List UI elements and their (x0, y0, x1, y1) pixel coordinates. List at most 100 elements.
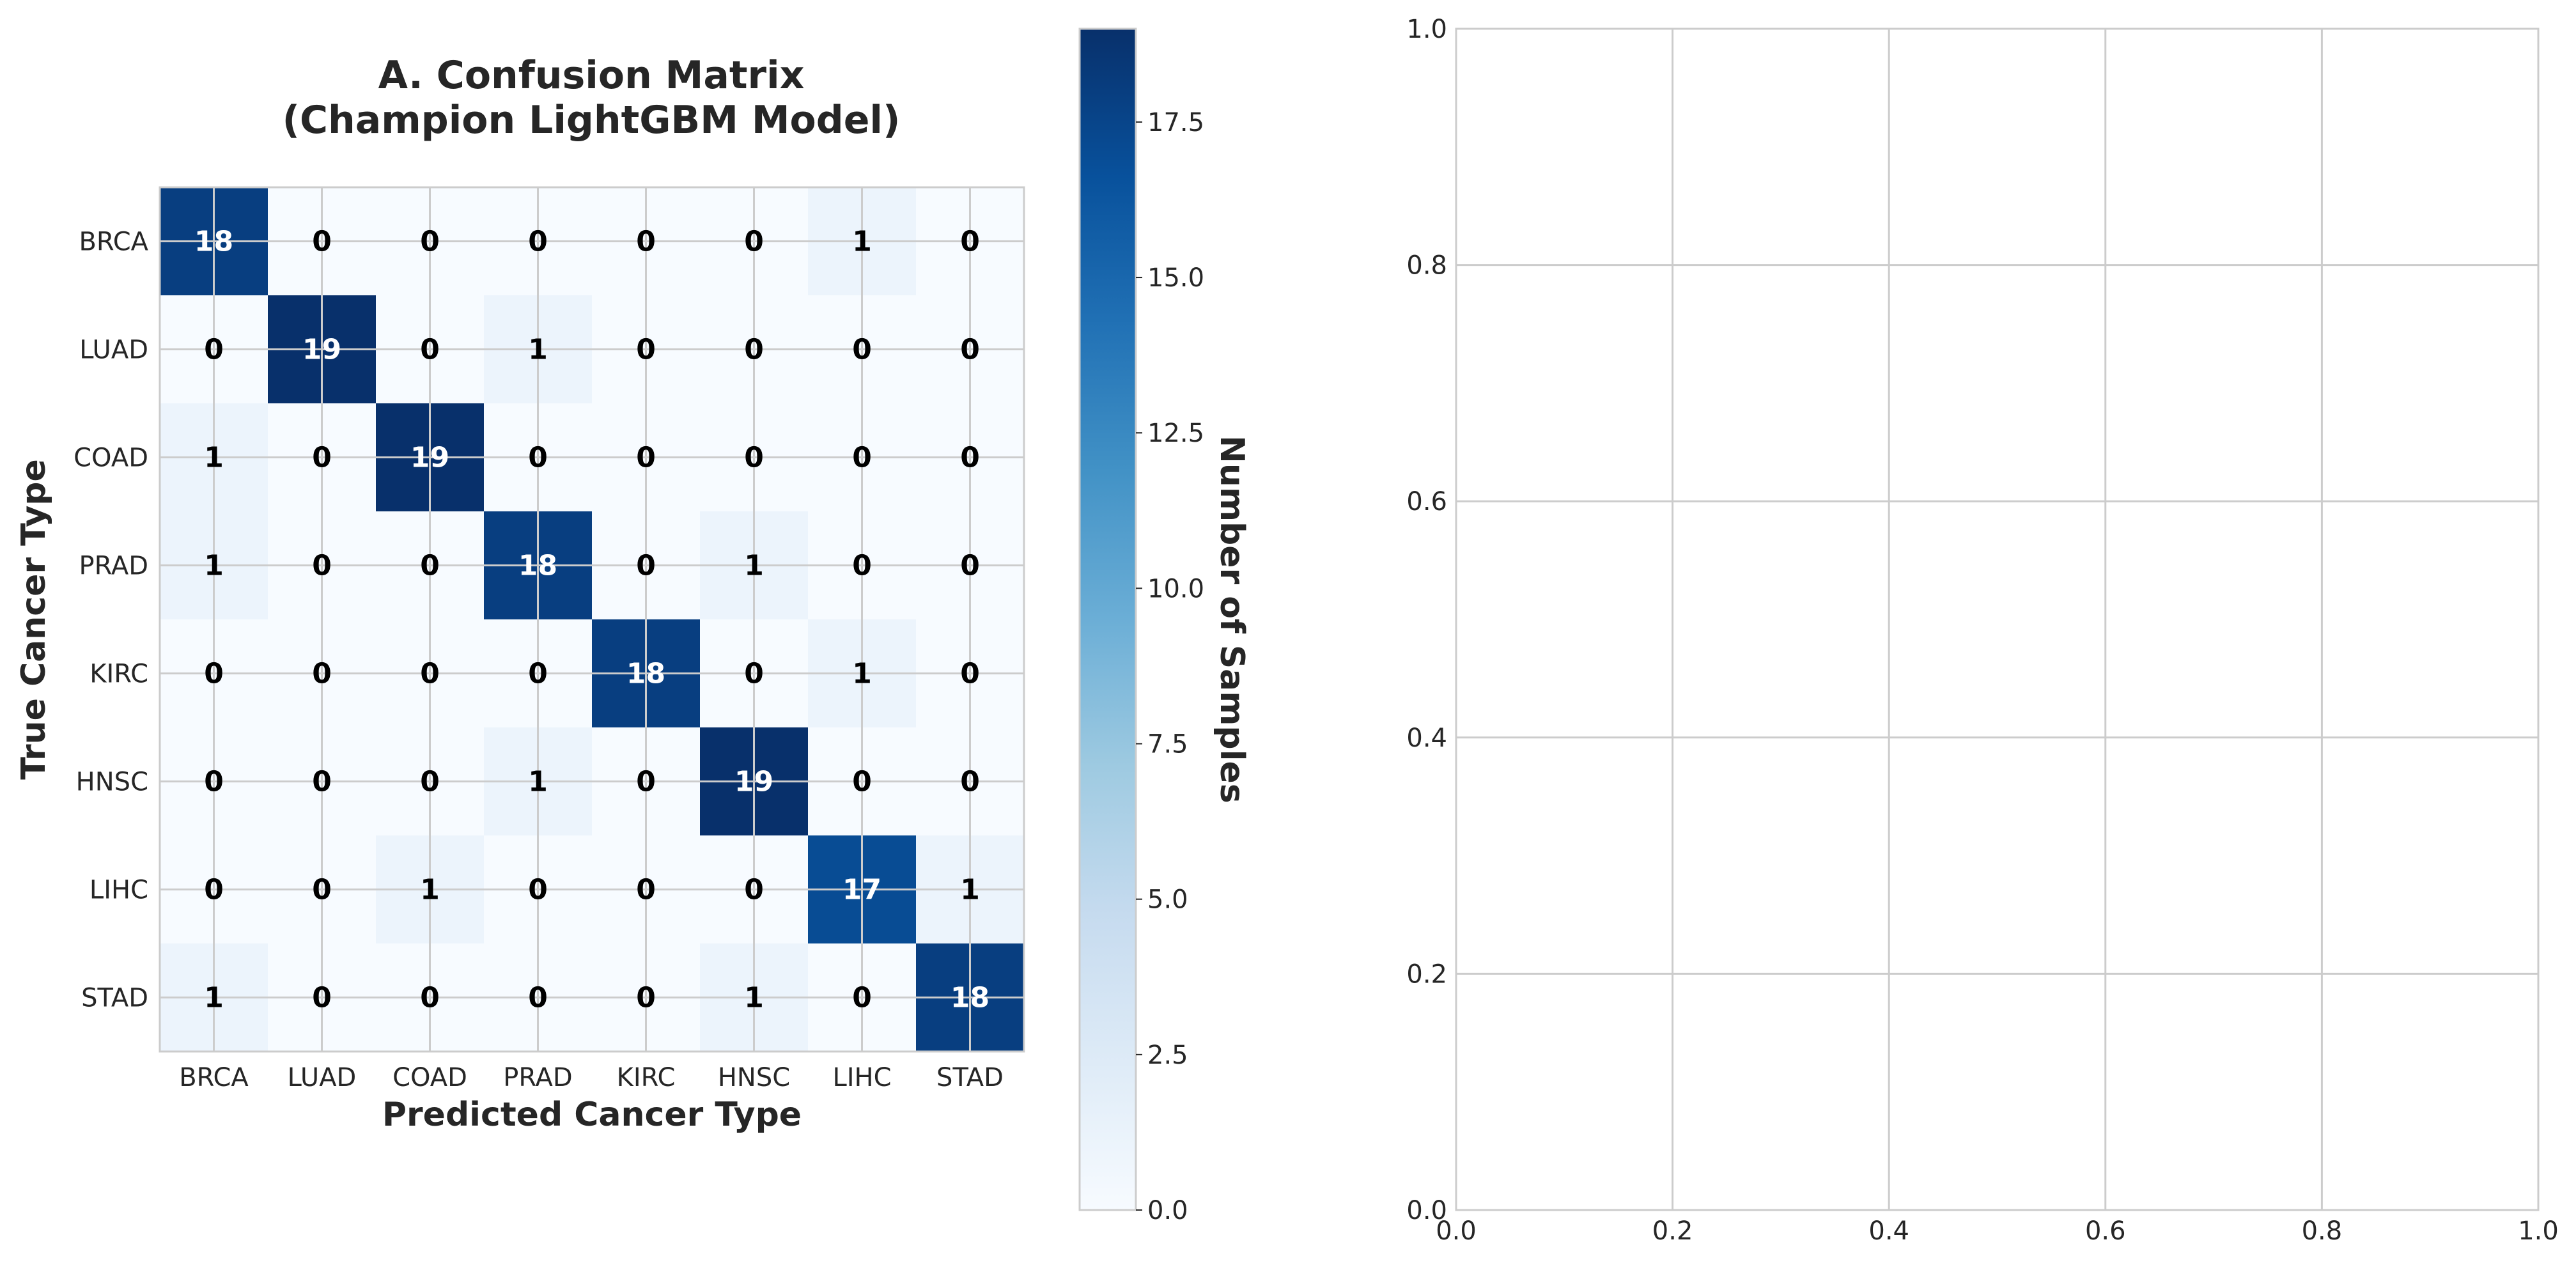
empty-axes-gridlines (1455, 27, 2540, 1211)
heatmap-cell-value: 0 (420, 982, 440, 1014)
heatmap-cell-value: 0 (852, 442, 872, 474)
heatmap-cell-value: 0 (312, 982, 332, 1014)
x-tick-label: PRAD (503, 1063, 572, 1092)
heatmap-cell-value: 0 (204, 658, 224, 690)
heatmap-cell-value: 1 (960, 874, 980, 906)
y-tick-label: PRAD (79, 552, 148, 581)
colorbar-tick-label: 2.5 (1147, 1041, 1188, 1070)
heatmap-cell-value: 19 (410, 442, 449, 474)
heatmap-cell-value: 0 (852, 766, 872, 798)
heatmap-cell-value: 0 (960, 334, 980, 366)
empty-axes-x-tick-labels: 0.0 0.2 0.4 0.6 0.8 1.0 (1436, 1216, 2559, 1246)
heatmap-cell-value: 0 (420, 334, 440, 366)
y-tick-label: BRCA (79, 228, 148, 257)
heatmap-cell-value: 1 (204, 982, 224, 1014)
heatmap-cell-value: 1 (744, 982, 764, 1014)
y-tick-label: 0.0 (1406, 1196, 1447, 1225)
heatmap-cell-value: 0 (636, 442, 656, 474)
heatmap-cell-value: 0 (528, 982, 548, 1014)
x-tick-label: 0.0 (1436, 1216, 1477, 1246)
heatmap-y-tick-labels: BRCA LUAD COAD PRAD KIRC HNSC LIHC STAD (74, 228, 149, 1013)
colorbar-tick-label: 7.5 (1147, 730, 1188, 759)
heatmap-cell-values: 18 0 0 0 0 0 1 0 0 19 0 1 0 0 0 0 1 0 19 0 0 0 0 0 1 0 0 18 0 1 0 0 0 0 0 0… (194, 226, 989, 1014)
colorbar-label: Number of Samples (1213, 435, 1251, 803)
y-tick-label: 0.2 (1406, 959, 1447, 989)
heatmap-cell-value: 0 (528, 874, 548, 906)
heatmap-cell-value: 17 (842, 874, 881, 906)
heatmap-cell-value: 0 (312, 550, 332, 582)
heatmap-cell-value: 0 (852, 982, 872, 1014)
colorbar-tick-label: 15.0 (1147, 263, 1204, 293)
heatmap-cells (160, 187, 1025, 1052)
heatmap-cell-value: 18 (950, 982, 989, 1014)
y-tick-label: LUAD (79, 336, 148, 365)
colorbar-tick-label: 0.0 (1147, 1196, 1188, 1225)
heatmap-cell-value: 0 (636, 334, 656, 366)
chart-title-line-1: A. Confusion Matrix (378, 53, 805, 98)
heatmap-cell-value: 0 (528, 226, 548, 258)
heatmap-cell-value: 18 (518, 550, 557, 582)
chart-title-line-2: (Champion LightGBM Model) (283, 98, 901, 143)
heatmap-cell-value: 0 (744, 226, 764, 258)
empty-axes-y-tick-labels: 0.0 0.2 0.4 0.6 0.8 1.0 (1406, 15, 1447, 1225)
heatmap-cell-value: 0 (204, 334, 224, 366)
heatmap-cell-value: 0 (636, 550, 656, 582)
heatmap-cell-value: 1 (204, 442, 224, 474)
heatmap-cell-value: 0 (636, 226, 656, 258)
heatmap-cell-value: 1 (528, 334, 548, 366)
heatmap-cell-value: 0 (204, 766, 224, 798)
x-tick-label: 0.8 (2302, 1216, 2343, 1246)
empty-axes-frame (1455, 27, 2540, 1211)
heatmap-cell-value: 0 (312, 766, 332, 798)
y-tick-label: 0.4 (1406, 724, 1447, 753)
heatmap-cell-value: 0 (960, 226, 980, 258)
heatmap-cell-value: 0 (852, 550, 872, 582)
heatmap-cell-value: 1 (744, 550, 764, 582)
x-tick-label: 0.2 (1652, 1216, 1693, 1246)
colorbar-tick-label: 12.5 (1147, 419, 1204, 448)
colorbar-frame (1078, 27, 1137, 1211)
x-tick-label: HNSC (718, 1063, 790, 1092)
heatmap-cell-value: 0 (636, 874, 656, 906)
heatmap-cell-value: 0 (744, 442, 764, 474)
colorbar-tick-label: 5.0 (1147, 885, 1188, 915)
heatmap-cell-value: 0 (960, 550, 980, 582)
heatmap-cell-value: 0 (960, 766, 980, 798)
x-tick-label: 0.4 (1868, 1216, 1909, 1246)
heatmap-cell-value: 0 (852, 334, 872, 366)
confusion-matrix-panel: A. Confusion Matrix (Champion LightGBM M… (15, 53, 1025, 1134)
x-tick-label: BRCA (179, 1063, 249, 1092)
heatmap-cell-value: 1 (528, 766, 548, 798)
heatmap-cell-value: 0 (420, 550, 440, 582)
x-tick-label: 1.0 (2518, 1216, 2559, 1246)
heatmap-cell-value: 0 (312, 658, 332, 690)
x-tick-label: LIHC (832, 1063, 891, 1092)
x-tick-label: 0.6 (2085, 1216, 2126, 1246)
x-tick-label: KIRC (617, 1063, 676, 1092)
y-axis-label: True Cancer Type (15, 459, 53, 780)
heatmap-cell-value: 0 (420, 658, 440, 690)
colorbar-gradient (1080, 29, 1136, 1210)
heatmap-cell-value: 0 (312, 874, 332, 906)
y-tick-label: STAD (81, 984, 148, 1013)
heatmap-gridlines (160, 187, 1024, 1052)
colorbar: 0.0 2.5 5.0 7.5 10.0 12.5 15.0 17.5 Number of S… (1078, 27, 1251, 1225)
colorbar-tick-label: 10.0 (1147, 574, 1204, 603)
y-tick-label: HNSC (76, 768, 148, 797)
heatmap-frame (159, 186, 1025, 1053)
heatmap-cell-value: 0 (528, 442, 548, 474)
heatmap-cell-value: 0 (960, 442, 980, 474)
heatmap-cell-value: 19 (302, 334, 341, 366)
x-tick-label: STAD (936, 1063, 1004, 1092)
heatmap-cell-value: 0 (204, 874, 224, 906)
heatmap-x-tick-labels: BRCA LUAD COAD PRAD KIRC HNSC LIHC STAD (179, 1063, 1004, 1092)
heatmap-cell-value: 0 (744, 874, 764, 906)
heatmap-cell-value: 0 (312, 226, 332, 258)
heatmap-cell-value: 0 (420, 226, 440, 258)
heatmap-cell-value: 1 (852, 226, 872, 258)
heatmap-cell-value: 0 (744, 334, 764, 366)
heatmap-cell-value: 18 (194, 226, 233, 258)
heatmap-cell-value: 1 (852, 658, 872, 690)
heatmap-cell-value: 0 (636, 982, 656, 1014)
